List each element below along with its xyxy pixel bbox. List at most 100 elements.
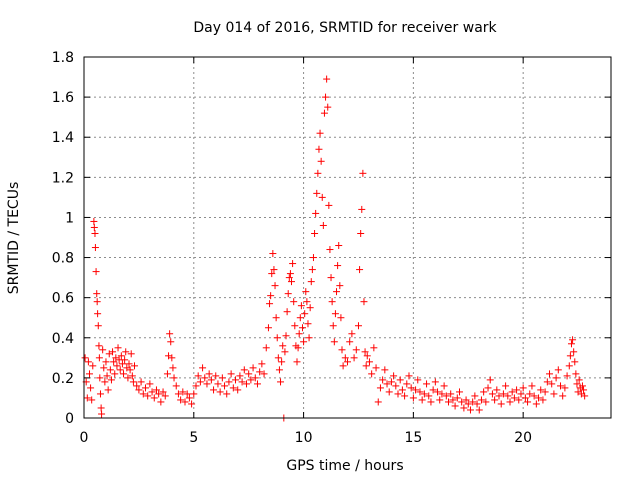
data-point-marker — [271, 282, 279, 290]
data-point-marker — [526, 390, 534, 398]
data-point-marker — [519, 384, 527, 392]
data-point-marker — [326, 246, 334, 254]
data-point-marker — [117, 352, 125, 360]
data-point-marker — [309, 254, 317, 262]
data-point-marker — [166, 330, 174, 338]
data-point-marker — [85, 370, 93, 378]
x-tick-label: 20 — [514, 430, 532, 446]
data-point-marker — [90, 223, 98, 231]
y-tick-label: 0.6 — [52, 291, 74, 307]
y-tick-label: 1.6 — [52, 90, 74, 106]
data-point-marker — [212, 372, 220, 380]
data-point-marker — [541, 388, 549, 396]
data-point-marker — [285, 274, 293, 282]
data-point-marker — [357, 229, 365, 237]
data-point-marker — [181, 398, 189, 406]
data-point-marker — [168, 354, 176, 362]
data-point-marker — [93, 298, 101, 306]
data-point-marker — [348, 330, 356, 338]
data-point-marker — [453, 394, 461, 402]
data-point-marker — [530, 392, 538, 400]
data-point-marker — [135, 386, 143, 394]
data-point-marker — [282, 332, 290, 340]
data-point-marker — [546, 370, 554, 378]
data-point-marker — [221, 382, 229, 390]
data-point-marker — [442, 392, 450, 400]
data-point-marker — [543, 378, 551, 386]
data-point-marker — [569, 336, 577, 344]
data-point-marker — [372, 364, 380, 372]
data-point-marker — [163, 370, 171, 378]
data-point-marker — [438, 390, 446, 398]
data-point-marker — [196, 378, 204, 386]
data-point-marker — [566, 352, 574, 360]
data-point-marker — [284, 290, 292, 298]
data-point-marker — [552, 374, 560, 382]
data-point-marker — [425, 392, 433, 400]
data-point-marker — [488, 390, 496, 398]
data-point-marker — [464, 400, 472, 408]
data-point-marker — [277, 378, 285, 386]
data-point-marker — [396, 376, 404, 384]
data-point-marker — [234, 386, 242, 394]
axis-ticks: 0 0.2 0.4 0.6 0.8 1 1.2 1.4 1.6 1.8 0 5 10 15 20 — [52, 50, 611, 446]
data-point-marker — [571, 358, 579, 366]
data-point-marker — [379, 376, 387, 384]
data-point-marker — [466, 406, 474, 414]
data-point-marker — [495, 392, 503, 400]
data-point-marker — [312, 209, 320, 217]
data-point-marker — [412, 386, 420, 394]
data-point-marker — [578, 382, 586, 390]
data-point-marker — [238, 378, 246, 386]
data-point-marker — [87, 384, 95, 392]
data-point-marker — [269, 250, 277, 258]
data-point-marker — [462, 396, 470, 404]
data-point-marker — [177, 396, 185, 404]
data-point-marker — [480, 388, 488, 396]
data-point-marker — [473, 400, 481, 408]
data-point-marker — [266, 300, 274, 308]
data-point-marker — [356, 266, 364, 274]
data-point-marker — [174, 390, 182, 398]
y-tick-label: 1.8 — [52, 50, 74, 66]
data-point-marker — [227, 370, 235, 378]
x-tick-label: 15 — [404, 430, 422, 446]
data-point-marker — [436, 396, 444, 404]
data-point-marker — [360, 298, 368, 306]
data-point-marker — [214, 380, 222, 388]
data-point-marker — [159, 388, 167, 396]
data-point-marker — [352, 346, 360, 354]
y-tick-label: 0.8 — [52, 251, 74, 267]
data-point-marker — [521, 394, 529, 402]
data-point-marker — [232, 376, 240, 384]
data-point-marker — [398, 386, 406, 394]
y-tick-label: 1.2 — [52, 170, 74, 186]
data-point-marker — [563, 372, 571, 380]
data-point-marker — [325, 201, 333, 209]
plot-frame — [83, 56, 612, 419]
data-point-marker — [305, 334, 313, 342]
data-point-marker — [376, 384, 384, 392]
data-point-marker — [251, 374, 259, 382]
data-point-marker — [570, 348, 578, 356]
data-point-marker — [300, 338, 308, 346]
data-point-marker — [194, 372, 202, 380]
data-point-marker — [361, 348, 369, 356]
data-point-marker — [190, 390, 198, 398]
data-point-marker — [575, 376, 583, 384]
data-point-marker — [493, 386, 501, 394]
data-point-marker — [169, 364, 177, 372]
data-point-marker — [96, 374, 104, 382]
data-point-marker — [328, 298, 336, 306]
data-point-marker — [205, 370, 213, 378]
data-point-marker — [270, 266, 278, 274]
data-point-marker — [288, 278, 296, 286]
data-point-marker — [350, 354, 358, 362]
data-point-marker — [434, 388, 442, 396]
y-tick-label: 0.4 — [52, 331, 74, 347]
data-point-marker — [556, 382, 564, 390]
data-point-marker — [499, 390, 507, 398]
data-point-marker — [120, 370, 128, 378]
